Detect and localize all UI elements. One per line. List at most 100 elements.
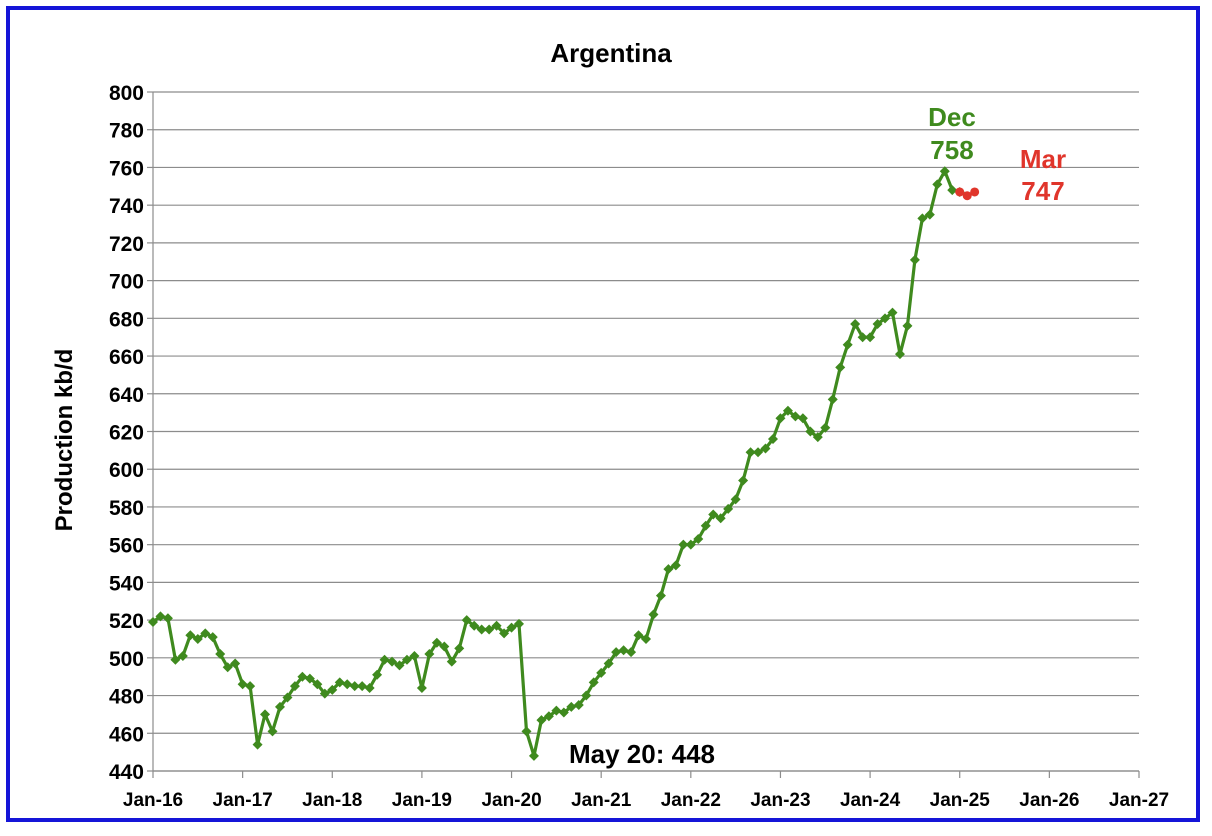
data-point (850, 318, 861, 329)
data-point (170, 654, 181, 665)
line-chart: Argentina Production kb/d 440 460 480 500 52… (51, 38, 1169, 811)
data-point (880, 313, 891, 324)
data-point (252, 739, 263, 750)
data-point (857, 332, 868, 343)
x-tick-labels: Jan-16 Jan-17 Jan-18 Jan-19 Jan-20 Jan-21 Jan-… (123, 790, 1169, 811)
data-point (245, 681, 256, 692)
annotations: Dec 758 Mar 747 May 20: 448 (569, 102, 1066, 769)
annotation-dec-value: 758 (930, 135, 973, 165)
data-point (514, 618, 525, 629)
data-point (342, 679, 353, 690)
data-point (670, 560, 681, 571)
data-point (581, 690, 592, 701)
x-tick-label: Jan-26 (1019, 790, 1079, 811)
y-tick-label: 660 (109, 346, 144, 369)
data-point (155, 611, 166, 622)
data-point (655, 590, 666, 601)
data-point (566, 701, 577, 712)
y-tick-label: 460 (109, 723, 144, 746)
y-tick-label: 640 (109, 384, 144, 407)
data-point (805, 426, 816, 437)
data-point (775, 413, 786, 424)
annotation-dec-label: Dec (928, 102, 976, 132)
data-point (641, 633, 651, 644)
data-point (304, 673, 315, 684)
data-point (611, 647, 622, 658)
annotation-may20: May 20: 448 (569, 739, 715, 769)
data-point (357, 681, 368, 692)
data-point (521, 726, 532, 737)
x-tick-label: Jan-24 (840, 790, 901, 811)
data-point (812, 432, 823, 443)
y-tick-label: 580 (109, 497, 144, 520)
data-point (962, 191, 972, 201)
series-green-line (152, 169, 961, 758)
data-point (887, 307, 898, 318)
data-point (282, 692, 293, 703)
data-point (894, 349, 905, 360)
data-point (715, 513, 726, 524)
data-point (476, 624, 487, 635)
data-point (573, 699, 584, 710)
chart-title: Argentina (550, 38, 672, 68)
data-point (626, 647, 637, 658)
data-point (932, 179, 943, 190)
data-point (648, 609, 659, 620)
data-point (185, 630, 196, 641)
data-point (401, 654, 412, 665)
data-point (267, 726, 278, 737)
data-point (782, 405, 793, 416)
x-tick-label: Jan-23 (750, 790, 810, 811)
x-tick-label: Jan-16 (123, 790, 183, 811)
x-tick-label: Jan-19 (392, 790, 452, 811)
data-point (372, 669, 383, 680)
data-point (364, 683, 375, 694)
data-point (767, 434, 778, 445)
data-point (207, 632, 218, 643)
data-point (970, 187, 980, 197)
x-tick-label: Jan-21 (571, 790, 632, 811)
y-tick-label: 500 (109, 648, 144, 671)
data-point (730, 494, 741, 505)
y-tick-label: 720 (109, 233, 144, 256)
data-point (506, 622, 517, 633)
data-point (955, 187, 965, 197)
data-point (387, 656, 398, 667)
data-point (909, 254, 920, 265)
data-point (685, 539, 696, 550)
data-point (215, 649, 226, 660)
data-point (872, 318, 883, 329)
data-point (865, 332, 876, 343)
data-point (618, 645, 629, 656)
data-point (663, 564, 674, 575)
data-point (200, 628, 211, 639)
data-point (260, 709, 271, 720)
x-tick-label: Jan-27 (1109, 790, 1169, 811)
annotation-mar-value: 747 (1021, 176, 1064, 206)
chart-frame: Argentina Production kb/d 440 460 480 500 52… (6, 6, 1200, 822)
y-tick-label: 800 (109, 82, 144, 105)
data-point (842, 339, 853, 350)
data-point (289, 681, 300, 692)
data-point (484, 624, 495, 635)
data-point (461, 615, 472, 626)
y-axis-label: Production kb/d (51, 349, 78, 532)
data-point (760, 443, 771, 454)
data-point (738, 475, 749, 486)
data-point (446, 656, 457, 667)
data-point (693, 534, 704, 545)
y-tick-label: 440 (109, 761, 144, 784)
data-point (917, 213, 928, 224)
data-point (222, 662, 233, 673)
y-tick-label: 620 (109, 422, 144, 445)
data-point (424, 649, 435, 660)
data-point (827, 394, 838, 405)
data-series (148, 166, 980, 761)
data-point (596, 667, 607, 678)
y-tick-label: 780 (109, 120, 144, 143)
data-point (835, 362, 846, 373)
data-point (745, 447, 756, 458)
data-point (454, 643, 465, 654)
data-point (349, 681, 360, 692)
data-point (177, 650, 188, 661)
